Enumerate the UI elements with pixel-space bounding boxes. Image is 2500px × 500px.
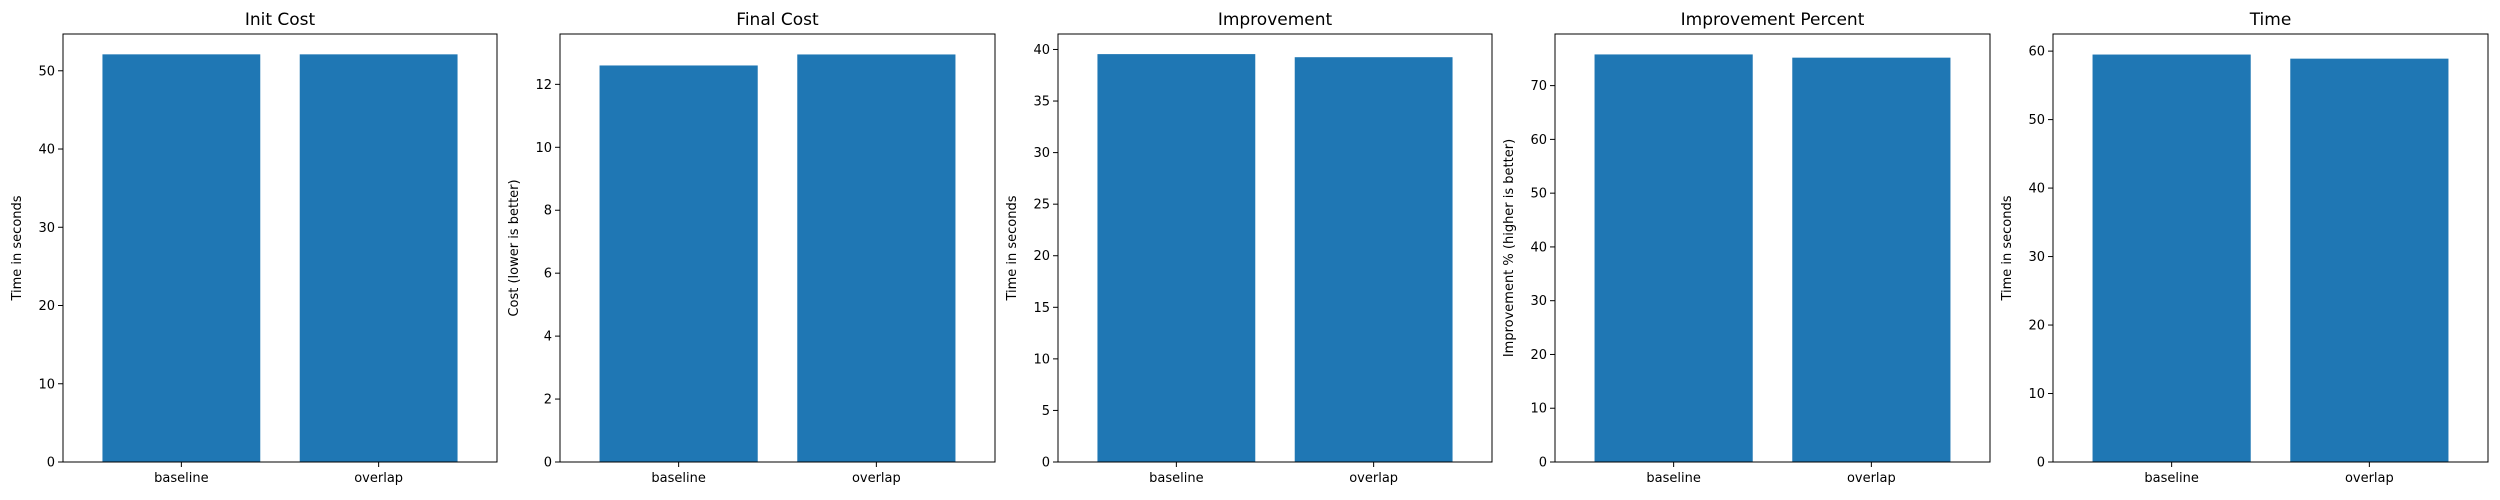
bar-overlap — [1294, 57, 1453, 462]
y-tick-label: 0 — [2037, 456, 2045, 471]
y-tick-label: 10 — [1033, 352, 1050, 367]
y-tick-label: 30 — [1530, 294, 1547, 309]
axes-frame — [62, 33, 498, 463]
chart-1: 0 10 20 30 40 50 baseline overlap Init Cost Time … — [10, 10, 498, 486]
y-tick-label: 70 — [1530, 79, 1547, 94]
y-tick-label: 40 — [1033, 43, 1050, 58]
chart-title: Init Cost — [245, 10, 316, 30]
y-tick-label: 5 — [1042, 404, 1050, 419]
chart-4: 0 10 20 30 40 50 60 70 baseline overlap Improvemen… — [1502, 10, 1991, 486]
x-tick-label: baseline — [1149, 471, 1203, 486]
y-tick-label: 10 — [535, 141, 552, 156]
y-tick-label: 35 — [1033, 95, 1050, 110]
y-tick-label: 40 — [38, 143, 55, 158]
x-tick-label: overlap — [1847, 471, 1896, 486]
y-tick-label: 0 — [47, 456, 55, 471]
x-tick-label: overlap — [2345, 471, 2394, 486]
chart-3: 0 5 10 15 20 25 30 35 40 baseline overlap Improveme… — [1005, 10, 1493, 486]
chart-title: Improvement Percent — [1681, 10, 1865, 30]
axes-frame — [2052, 33, 2489, 463]
y-tick-label: 12 — [535, 78, 552, 93]
chart-title: Improvement — [1218, 10, 1333, 30]
y-tick-label: 50 — [2028, 113, 2045, 128]
x-tick-label: baseline — [154, 471, 208, 486]
chart-title: Time — [2249, 10, 2292, 30]
y-tick-label: 20 — [1530, 348, 1547, 363]
y-axis-label: Cost (lower is better) — [507, 179, 522, 316]
x-tick-label: baseline — [651, 471, 705, 486]
y-tick-label: 8 — [544, 204, 552, 219]
y-tick-label: 60 — [1530, 133, 1547, 148]
bar-overlap — [299, 54, 458, 463]
y-tick-label: 20 — [38, 299, 55, 314]
x-tick-label: overlap — [1349, 471, 1398, 486]
chart-5: 0 10 20 30 40 50 60 baseline overlap Time Time in … — [2000, 10, 2489, 486]
y-tick-label: 25 — [1033, 198, 1050, 213]
axes-frame — [1554, 33, 1991, 463]
y-tick-label: 0 — [544, 456, 552, 471]
y-tick-label: 15 — [1033, 301, 1050, 316]
y-tick-label: 0 — [1042, 456, 1050, 471]
bar-baseline — [1097, 54, 1256, 463]
bar-baseline — [2092, 54, 2251, 462]
x-tick-label: baseline — [1646, 471, 1700, 486]
bar-overlap — [797, 54, 956, 463]
y-tick-label: 20 — [2028, 319, 2045, 334]
y-axis-label: Improvement % (higher is better) — [1502, 139, 1517, 357]
y-axis-label: Time in seconds — [2000, 195, 2015, 301]
axes-frame — [559, 33, 996, 463]
y-tick-label: 30 — [38, 221, 55, 236]
x-tick-label: overlap — [852, 471, 901, 486]
y-tick-label: 6 — [544, 267, 552, 282]
y-tick-label: 30 — [2028, 250, 2045, 265]
y-tick-label: 10 — [1530, 402, 1547, 417]
y-tick-label: 2 — [544, 393, 552, 408]
y-tick-label: 50 — [38, 64, 55, 79]
y-tick-label: 40 — [1530, 240, 1547, 255]
chart-2: 0 2 4 6 8 10 12 baseline overlap Final Cost Cost (… — [507, 10, 996, 486]
y-tick-label: 10 — [38, 377, 55, 392]
y-tick-label: 4 — [544, 330, 552, 345]
bar-baseline — [599, 65, 758, 463]
bar-baseline — [1594, 54, 1753, 462]
y-tick-label: 20 — [1033, 249, 1050, 264]
bar-baseline — [102, 54, 261, 463]
y-axis-label: Time in seconds — [10, 195, 25, 301]
y-tick-label: 60 — [2028, 45, 2045, 60]
y-axis-label: Time in seconds — [1005, 195, 1020, 301]
chart-title: Final Cost — [736, 10, 819, 30]
x-tick-label: baseline — [2144, 471, 2198, 486]
bar-overlap — [2290, 58, 2449, 462]
y-tick-label: 0 — [1539, 456, 1547, 471]
y-tick-label: 30 — [1033, 146, 1050, 161]
y-tick-label: 10 — [2028, 387, 2045, 402]
y-tick-label: 50 — [1530, 187, 1547, 202]
axes-frame — [1057, 33, 1493, 463]
bar-overlap — [1792, 57, 1951, 462]
x-tick-label: overlap — [354, 471, 403, 486]
y-tick-label: 40 — [2028, 182, 2045, 197]
